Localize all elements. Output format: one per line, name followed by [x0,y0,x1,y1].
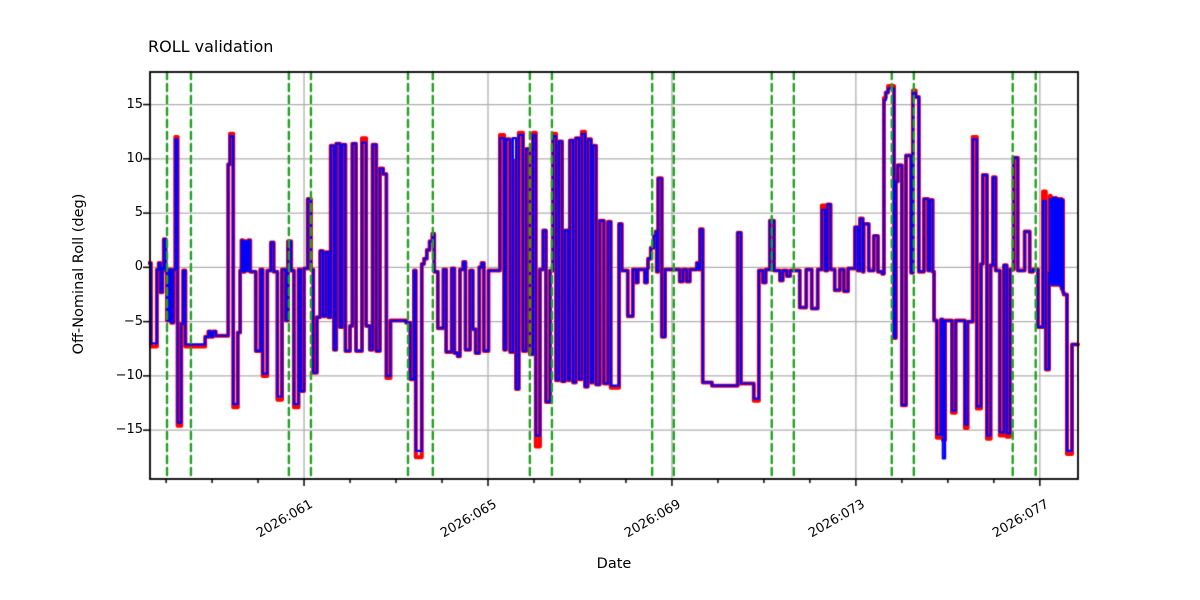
chart-title: ROLL validation [148,37,274,56]
y-tick-label--5: −5 [123,313,143,329]
y-tick-label-5: 5 [134,205,143,221]
y-tick-label-0: 0 [134,259,143,275]
y-tick-label-10: 10 [126,150,143,166]
y-tick-label--10: −10 [115,367,143,383]
y-tick-label--15: −15 [115,422,143,438]
x-axis-label: Date [596,556,632,572]
y-tick-label-15: 15 [126,96,143,112]
